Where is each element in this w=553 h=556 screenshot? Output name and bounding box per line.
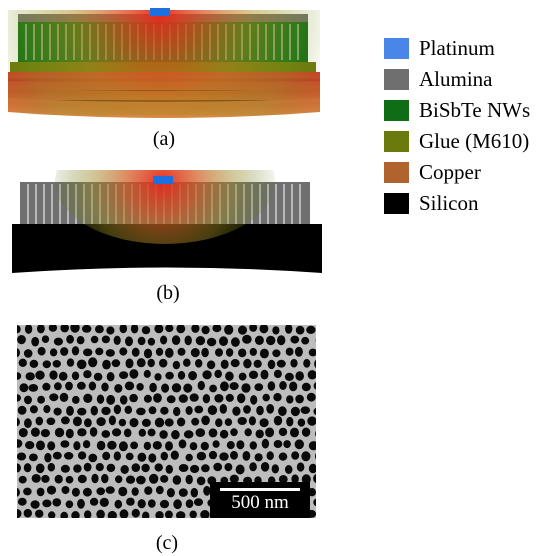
legend-item-platinum: Platinum [384, 36, 553, 60]
caption-b: (b) [156, 282, 180, 304]
legend-swatch [384, 69, 409, 90]
legend-item-glue: Glue (M610) [384, 129, 553, 153]
platinum-heater [150, 8, 170, 16]
legend-swatch [384, 100, 409, 121]
legend-item-silicon: Silicon [384, 191, 553, 215]
legend-swatch [384, 193, 409, 214]
panel-a-simulation [7, 8, 321, 118]
legend-item-nanowires: BiSbTe NWs [384, 98, 553, 122]
caption-c: (c) [155, 532, 179, 554]
legend-label: Alumina [419, 67, 493, 91]
sem-micrograph [17, 325, 316, 518]
legend-label: Platinum [419, 36, 495, 60]
platinum-heater-b [153, 176, 173, 184]
legend-swatch [384, 38, 409, 59]
legend-label: Glue (M610) [419, 129, 530, 153]
legend-swatch [384, 131, 409, 152]
scale-bar: 500 nm [210, 482, 310, 518]
panel-b-simulation [12, 170, 322, 273]
scale-bar-line [220, 488, 300, 491]
legend-label: Silicon [419, 191, 479, 215]
legend-item-copper: Copper [384, 160, 553, 184]
scale-bar-label: 500 nm [231, 492, 289, 513]
silicon-substrate [12, 224, 322, 273]
legend-label: BiSbTe NWs [419, 98, 531, 122]
legend-swatch [384, 162, 409, 183]
legend-item-alumina: Alumina [384, 67, 553, 91]
caption-a: (a) [152, 128, 176, 150]
legend-label: Copper [419, 160, 481, 184]
